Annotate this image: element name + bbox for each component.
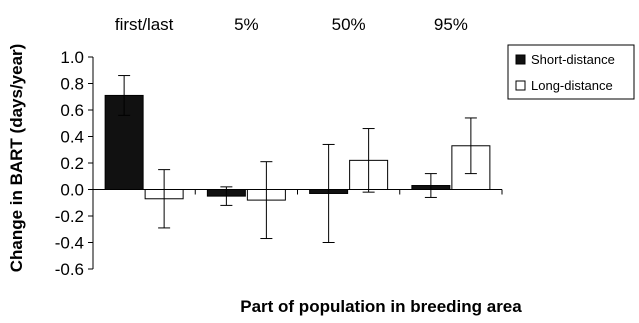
category-label: 95% xyxy=(434,15,468,34)
y-tick-label: 0.2 xyxy=(60,154,84,173)
y-tick-label: 0.8 xyxy=(60,75,84,94)
x-axis-title: Part of population in breeding area xyxy=(240,297,522,316)
y-tick-label: 0.0 xyxy=(60,181,84,200)
y-tick-label: -0.2 xyxy=(55,207,84,226)
bar xyxy=(104,94,144,190)
bars xyxy=(104,94,491,201)
legend-label-short-distance: Short-distance xyxy=(531,52,615,67)
legend-label-long-distance: Long-distance xyxy=(531,78,613,93)
legend-swatch-short-distance xyxy=(515,54,526,65)
category-label: 5% xyxy=(234,15,259,34)
y-tick-label: -0.4 xyxy=(55,234,84,253)
y-axis-title: Change in BART (days/year) xyxy=(7,44,26,273)
legend: Short-distance Long-distance xyxy=(507,44,635,100)
category-labels: first/last 5% 50% 95% xyxy=(115,15,468,34)
y-axis: 1.0 0.8 0.6 0.4 0.2 0.0 -0.2 -0.4 -0.6 xyxy=(55,48,94,279)
y-tick-label: 0.4 xyxy=(60,128,84,147)
y-tick-label: -0.6 xyxy=(55,260,84,279)
legend-swatch-long-distance xyxy=(515,80,526,91)
y-tick-label: 0.6 xyxy=(60,101,84,120)
error-bars xyxy=(118,75,477,243)
category-label: 50% xyxy=(332,15,366,34)
legend-frame xyxy=(507,44,635,100)
category-label: first/last xyxy=(115,15,174,34)
y-tick-label: 1.0 xyxy=(60,48,84,67)
